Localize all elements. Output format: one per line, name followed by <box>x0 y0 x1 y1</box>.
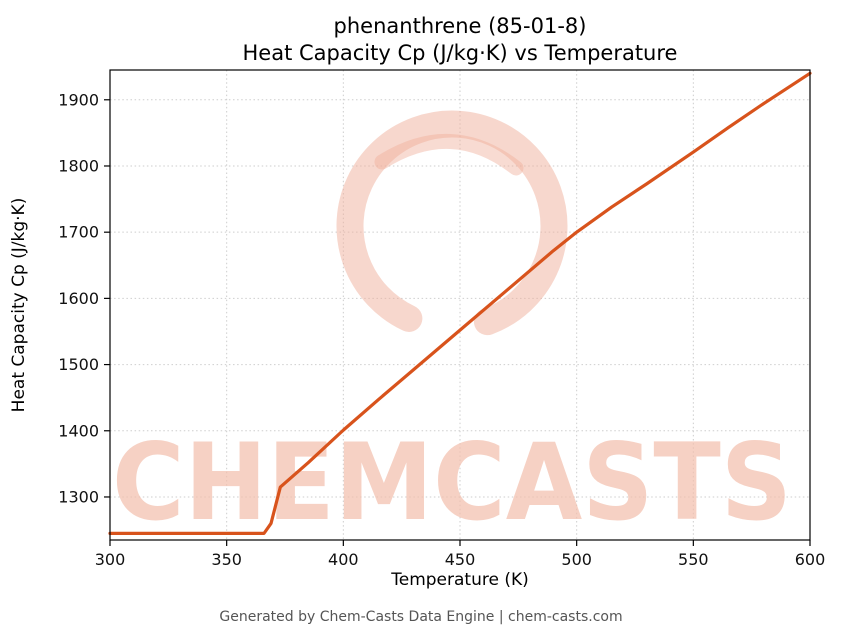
y-tick-label: 1900 <box>58 90 99 109</box>
watermark-logo-swirl <box>374 133 524 176</box>
watermark-logo-ring <box>336 110 568 342</box>
y-tick-label: 1400 <box>58 421 99 440</box>
y-tick-label: 1500 <box>58 355 99 374</box>
x-tick-label: 350 <box>211 550 242 569</box>
y-tick-label: 1300 <box>58 487 99 506</box>
footer-credit: Generated by Chem-Casts Data Engine | ch… <box>219 609 622 625</box>
y-axis-label: Heat Capacity Cp (J/kg·K) <box>9 198 29 413</box>
x-tick-label: 550 <box>678 550 709 569</box>
x-tick-label: 600 <box>795 550 826 569</box>
y-tick-label: 1800 <box>58 156 99 175</box>
watermark-text: CHEMCASTS <box>112 421 792 544</box>
x-axis-label: Temperature (K) <box>390 570 529 590</box>
x-tick-label: 300 <box>95 550 126 569</box>
chart-title-line2: Heat Capacity Cp (J/kg·K) vs Temperature <box>243 41 678 65</box>
y-tick-label: 1600 <box>58 289 99 308</box>
x-tick-label: 450 <box>445 550 476 569</box>
watermark: CHEMCASTS <box>112 110 792 544</box>
y-tick-label: 1700 <box>58 223 99 242</box>
data-line-heat-capacity <box>108 71 812 535</box>
x-tick-label: 400 <box>328 550 359 569</box>
chart-title-line1: phenanthrene (85-01-8) <box>334 14 587 38</box>
plot-area: CHEMCASTS 300 350 400 450 500 550 600 1300 1400 15… <box>58 69 826 569</box>
x-tick-label: 500 <box>561 550 592 569</box>
